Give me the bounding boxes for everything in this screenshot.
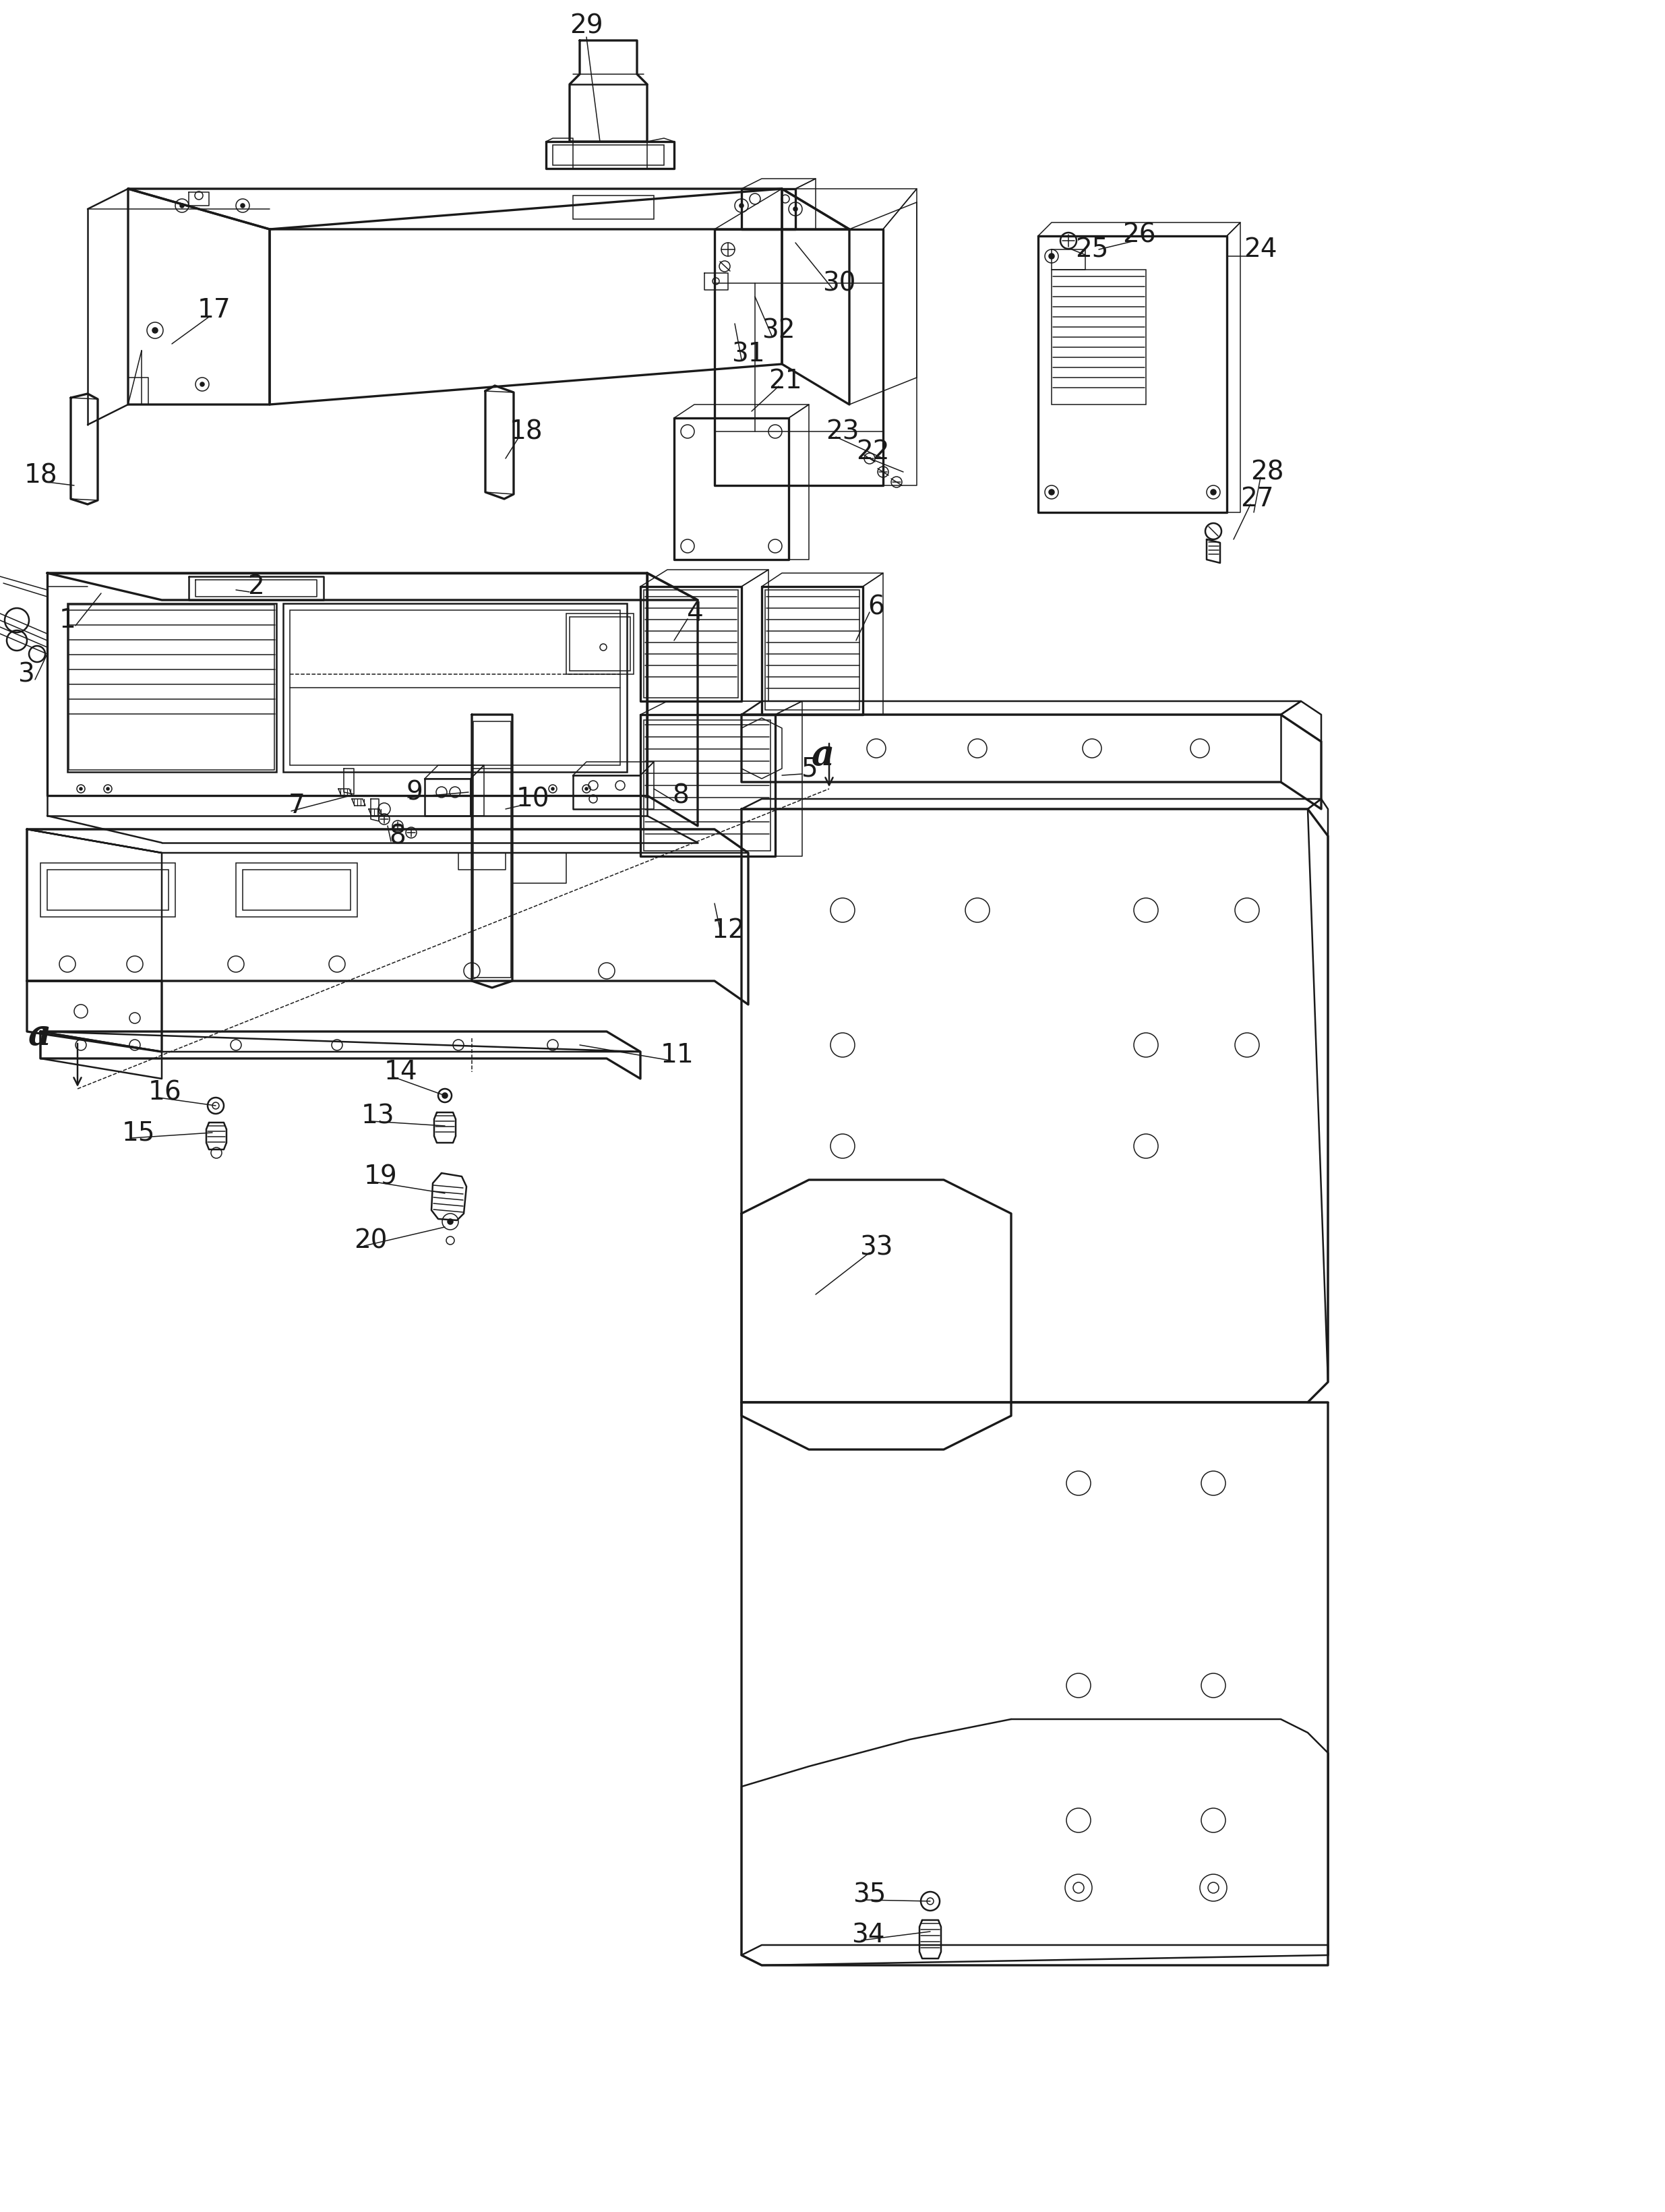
- Circle shape: [794, 208, 798, 210]
- Bar: [473, 721, 511, 978]
- Text: 11: 11: [661, 1042, 694, 1068]
- Bar: [766, 591, 859, 710]
- Text: 32: 32: [763, 319, 796, 343]
- Bar: [644, 591, 738, 697]
- Text: 23: 23: [826, 418, 859, 445]
- Text: 33: 33: [859, 1234, 892, 1261]
- Text: 26: 26: [1122, 221, 1156, 248]
- Text: 18: 18: [23, 462, 57, 489]
- Circle shape: [1049, 489, 1054, 495]
- Circle shape: [551, 787, 554, 790]
- Text: 8: 8: [390, 823, 406, 849]
- Text: 22: 22: [856, 438, 889, 465]
- Text: a: a: [811, 739, 834, 772]
- Bar: [569, 617, 631, 670]
- Text: 21: 21: [769, 367, 803, 394]
- Circle shape: [1210, 489, 1215, 495]
- Text: 29: 29: [569, 13, 603, 38]
- Text: 15: 15: [122, 1119, 155, 1146]
- Text: 28: 28: [1250, 460, 1284, 484]
- Text: 16: 16: [148, 1079, 181, 1106]
- Text: 31: 31: [731, 341, 764, 367]
- Text: 30: 30: [823, 270, 856, 296]
- Bar: [236, 863, 358, 918]
- Text: 5: 5: [801, 757, 818, 781]
- Bar: [573, 195, 654, 219]
- Text: a: a: [28, 1018, 50, 1053]
- Circle shape: [200, 383, 205, 387]
- Text: 8: 8: [673, 783, 689, 807]
- Circle shape: [1049, 254, 1054, 259]
- Bar: [283, 604, 628, 772]
- Text: 10: 10: [516, 785, 549, 812]
- Text: 35: 35: [852, 1882, 886, 1907]
- Text: 34: 34: [851, 1922, 884, 1949]
- Text: 17: 17: [198, 296, 231, 323]
- Bar: [290, 611, 619, 765]
- Text: 7: 7: [288, 792, 305, 818]
- Text: 25: 25: [1076, 237, 1109, 263]
- Circle shape: [241, 204, 245, 208]
- Text: 9: 9: [406, 779, 423, 805]
- Text: 14: 14: [385, 1060, 418, 1084]
- Text: 24: 24: [1244, 237, 1277, 263]
- Text: 19: 19: [365, 1164, 398, 1190]
- Circle shape: [448, 1219, 453, 1223]
- Bar: [566, 613, 634, 675]
- Bar: [68, 604, 275, 770]
- Bar: [1052, 270, 1146, 405]
- Text: 6: 6: [867, 595, 884, 619]
- Text: 20: 20: [355, 1228, 388, 1254]
- Bar: [644, 721, 771, 852]
- Text: 1: 1: [58, 608, 77, 633]
- Text: 13: 13: [361, 1104, 395, 1128]
- Text: 4: 4: [686, 602, 703, 626]
- Text: 3: 3: [17, 661, 33, 688]
- Circle shape: [80, 787, 82, 790]
- Text: 27: 27: [1240, 487, 1274, 511]
- Circle shape: [739, 204, 744, 208]
- Text: 12: 12: [711, 918, 744, 942]
- Text: 18: 18: [509, 418, 543, 445]
- Circle shape: [443, 1093, 448, 1097]
- Circle shape: [584, 787, 588, 790]
- Circle shape: [107, 787, 110, 790]
- Bar: [40, 863, 175, 918]
- Circle shape: [180, 204, 185, 208]
- Bar: [67, 604, 276, 772]
- Bar: [243, 869, 351, 909]
- Bar: [47, 869, 168, 909]
- Circle shape: [152, 327, 158, 334]
- Text: 2: 2: [248, 573, 265, 599]
- Bar: [553, 146, 664, 166]
